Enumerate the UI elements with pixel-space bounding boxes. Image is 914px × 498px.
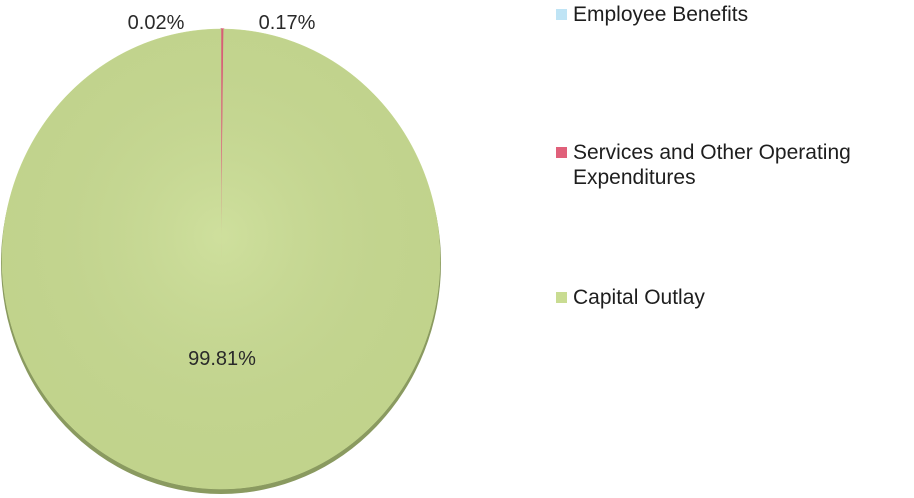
legend-item-services: Services and Other Operating Expenditure… [556, 140, 906, 190]
legend-label-services: Services and Other Operating Expenditure… [573, 141, 851, 189]
slice-label-services: 0.17% [259, 12, 316, 34]
slice-label-employee-benefits: 0.02% [128, 12, 185, 34]
legend-swatch-employee-benefits [556, 9, 567, 20]
legend-item-capital-outlay: Capital Outlay [556, 285, 705, 310]
legend-swatch-services [556, 147, 567, 158]
legend-label-employee-benefits: Employee Benefits [573, 3, 749, 26]
legend-label-capital-outlay: Capital Outlay [573, 286, 705, 309]
legend-item-employee-benefits: Employee Benefits [556, 2, 748, 27]
pie-slices [1, 28, 441, 490]
pie-slice-capital-outlay [1, 28, 441, 490]
pie-chart: 0.02% 0.17% 99.81% [1, 12, 441, 494]
legend-swatch-capital-outlay [556, 292, 567, 303]
slice-label-capital-outlay: 99.81% [188, 348, 256, 370]
